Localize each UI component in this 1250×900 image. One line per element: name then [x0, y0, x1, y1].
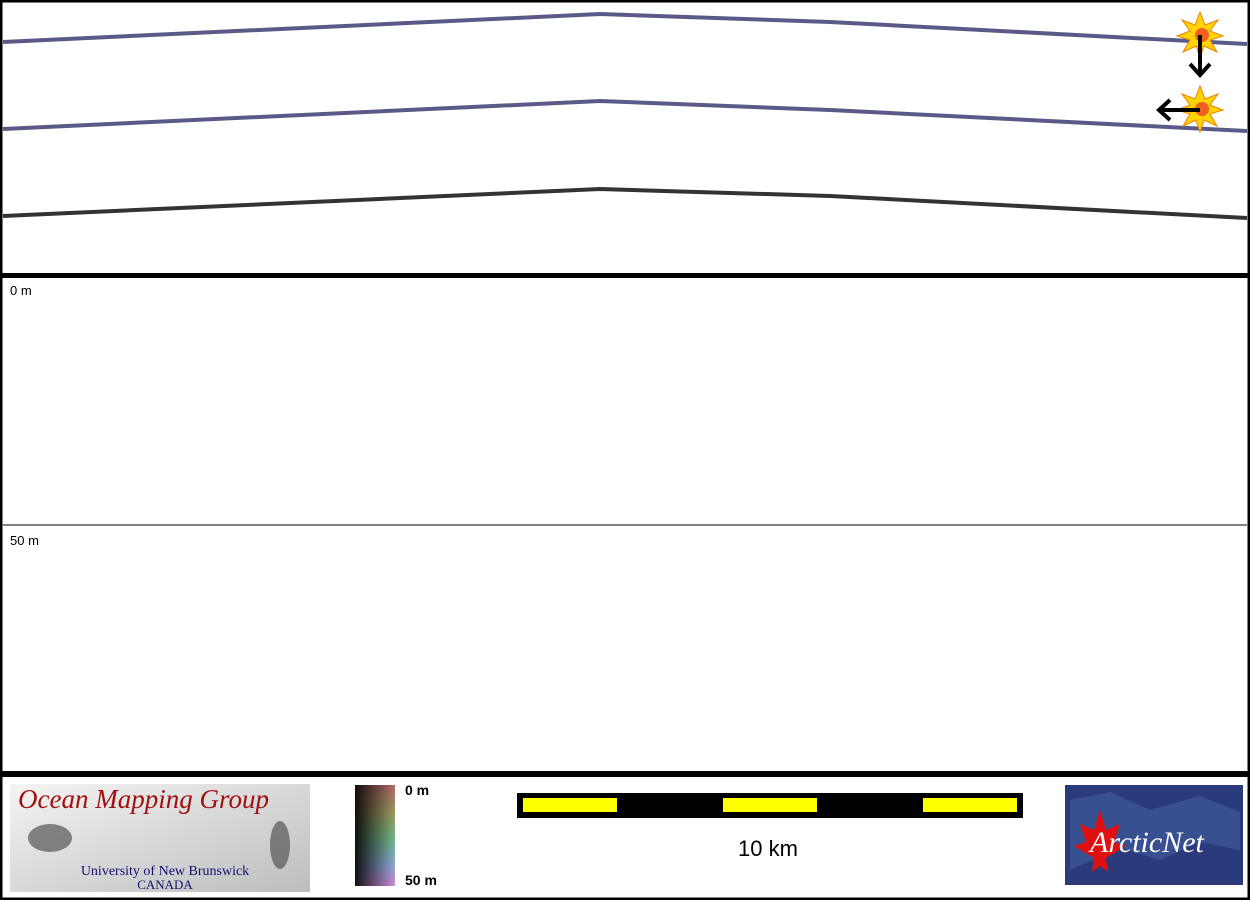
track-panel [2, 10, 1248, 220]
depth-label: 50 m [10, 533, 39, 548]
depth-label: 0 m [10, 283, 32, 298]
logo-text: CANADA [137, 877, 193, 892]
separator [0, 771, 1250, 777]
legend-label: 0 m [405, 782, 429, 798]
color-legend: 0 m 50 m [355, 782, 437, 888]
track-line [2, 186, 1248, 220]
separator [0, 273, 1250, 278]
legend-label: 50 m [405, 872, 437, 888]
ship-marker [1175, 10, 1225, 78]
scale-label: 10 km [738, 836, 798, 861]
track-line [2, 98, 1248, 133]
logo-title: Ocean Mapping Group [18, 784, 269, 814]
scale-bar: 10 km [517, 793, 1023, 861]
ship-marker [1156, 84, 1225, 134]
omg-logo: Ocean Mapping Group University of New Br… [10, 784, 310, 892]
logo-text: University of New Brunswick [81, 864, 249, 879]
track-line [2, 11, 1248, 46]
arcticnet-logo: ArcticNet [1065, 785, 1243, 885]
logo-title: ArcticNet [1088, 826, 1205, 859]
